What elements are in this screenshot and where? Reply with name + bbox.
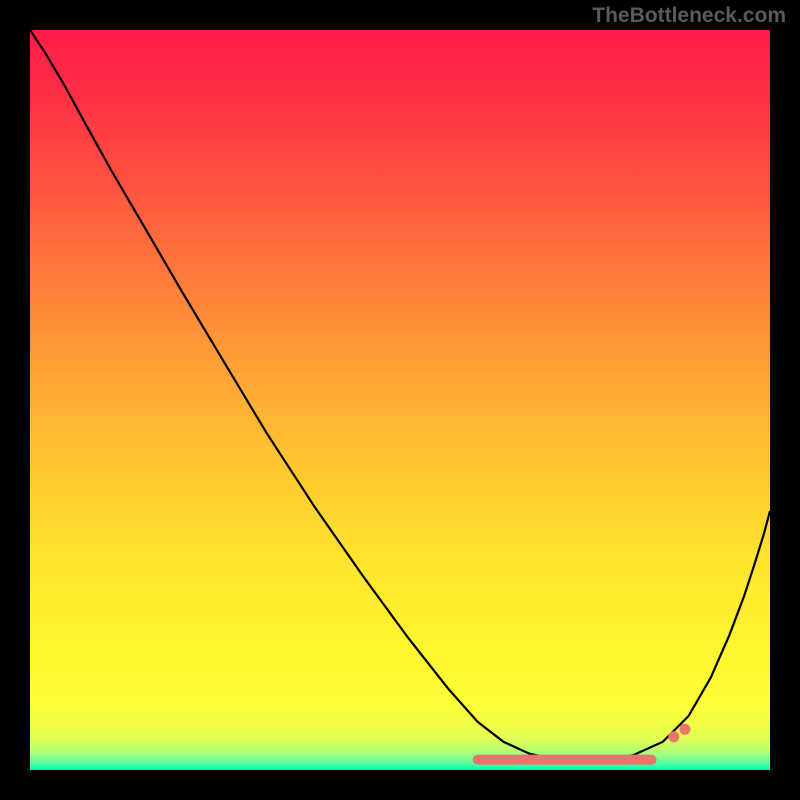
bottleneck-chart — [0, 0, 800, 800]
gradient-background — [30, 30, 770, 770]
watermark-text: TheBottleneck.com — [592, 4, 786, 28]
chart-container: { "watermark": { "text": "TheBottleneck.… — [0, 0, 800, 800]
